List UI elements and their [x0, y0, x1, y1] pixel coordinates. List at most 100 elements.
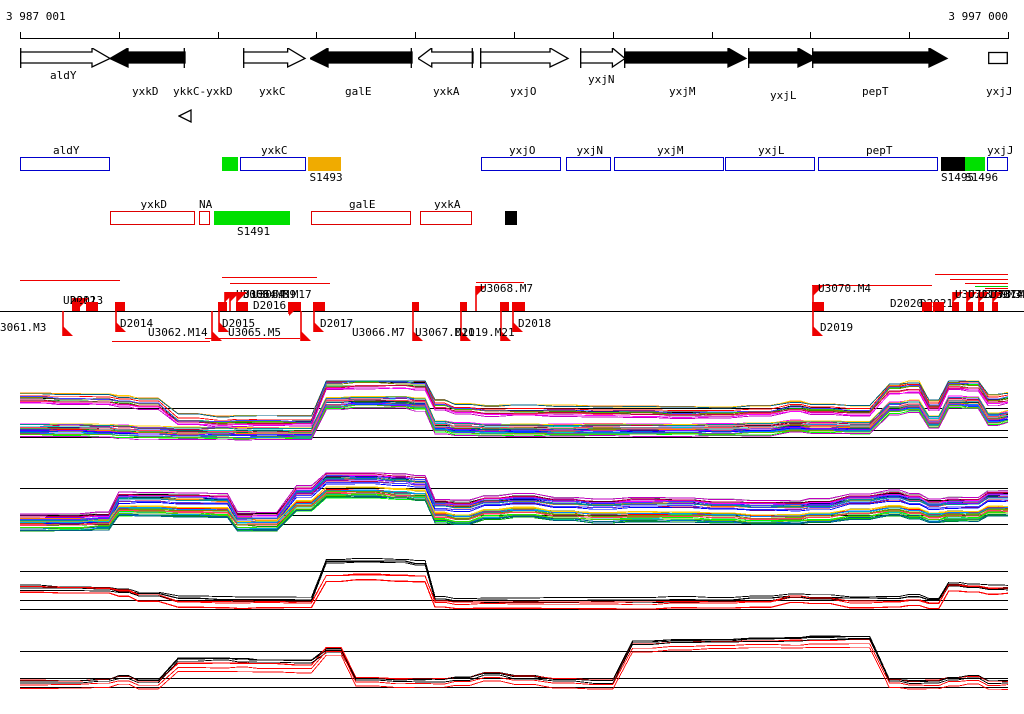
transcript-down-flag[interactable] [218, 311, 232, 338]
gene-arrow-aldy[interactable] [20, 48, 112, 70]
annotation-span-bar [985, 288, 1008, 289]
feature-box-s1495[interactable] [941, 157, 965, 171]
feature-label: yxkA [434, 198, 461, 211]
gene-arrow-label: yxjL [770, 89, 797, 102]
feature-label: yxkC [261, 144, 288, 157]
feature-box-pept[interactable] [818, 157, 938, 171]
transcript-down-flag[interactable] [211, 311, 225, 347]
annotation-block [72, 302, 80, 311]
annotation-span-bar [112, 341, 210, 342]
gene-arrow-yxjm[interactable] [624, 48, 748, 70]
transcript-down-label: D2018 [518, 317, 552, 330]
feature-box-yxkc[interactable] [240, 157, 306, 171]
transcript-down-flag[interactable] [115, 311, 129, 338]
transcript-down-flag[interactable] [313, 311, 327, 338]
feature-label: pepT [866, 144, 893, 157]
transcript-up-label: D2013 [70, 294, 104, 307]
feature-box-block[interactable] [222, 157, 238, 171]
annotation-block [933, 302, 944, 311]
gene-arrow-label: yxjO [510, 85, 537, 98]
feature-label: NA [199, 198, 213, 211]
ruler-tick [218, 32, 219, 39]
feature-box-yxjo[interactable] [481, 157, 561, 171]
feature-label: S1496 [965, 171, 999, 184]
gene-arrow-label: galE [345, 85, 372, 98]
annotation-span-bar [812, 285, 932, 286]
annotation-block [952, 302, 959, 311]
transcript-down-flag[interactable] [812, 311, 826, 342]
feature-label: S1493 [309, 171, 343, 184]
feature-label: yxjN [576, 144, 604, 157]
annotation-block [922, 302, 932, 311]
feature-box-yxjl[interactable] [725, 157, 815, 171]
transcript-up-flag[interactable] [475, 284, 489, 317]
ruler-tick [316, 32, 317, 39]
operon-arrow-track[interactable]: aldY yxkD ykkC-yxkD yxkC galE yxkA yxjO yxjN yxj… [0, 48, 1024, 128]
feature-label: aldY [53, 144, 80, 157]
feature-box-yxka[interactable] [420, 211, 472, 225]
transcript-down-flag[interactable] [300, 311, 314, 347]
feature-box-aldy[interactable] [20, 157, 110, 171]
ruler-tick [810, 32, 811, 39]
annotation-span-bar [950, 279, 1008, 280]
feature-box-s1493[interactable] [308, 157, 341, 171]
transcript-down-flag[interactable] [500, 311, 514, 347]
ruler-tick [909, 32, 910, 39]
feature-box-yxjn[interactable] [566, 157, 611, 171]
feature-label: galE [349, 198, 376, 211]
gene-arrow-label: yxjM [669, 85, 696, 98]
annotation-block [512, 302, 525, 311]
feature-box-s1491[interactable] [214, 211, 290, 225]
gene-arrow-yxjj[interactable] [988, 48, 1010, 70]
transcript-boundary-track[interactable]: U2012D2013U3063.M8U3064.M9U3064.M17D2016… [0, 265, 1024, 350]
transcript-down-flag[interactable] [512, 311, 526, 338]
gene-arrow-pept[interactable] [812, 48, 949, 70]
transcript-down-flag[interactable] [412, 311, 426, 347]
feature-box-yxkd[interactable] [110, 211, 195, 225]
transcript-up-label: U3073.M11 [978, 288, 1024, 301]
gene-arrow-yxka[interactable] [418, 48, 475, 70]
ruler-tick [1008, 32, 1009, 39]
coord-left: 3 987 001 [6, 10, 66, 23]
transcript-up-label: U3063.M8 [236, 288, 289, 301]
annotation-block [966, 302, 973, 311]
feature-box-yxjj[interactable] [987, 157, 1008, 171]
transcript-down-label: 3061.M3 [0, 321, 47, 334]
transcript-down-label: D2014 [120, 317, 154, 330]
transcript-up-label: U3074.M6 [990, 288, 1024, 301]
annotation-span-bar [205, 338, 300, 339]
gene-arrow-yxkc[interactable] [243, 48, 307, 70]
transcript-down-flag[interactable] [460, 311, 474, 347]
feature-box-gale[interactable] [311, 211, 411, 225]
gene-arrow-gale[interactable] [310, 48, 414, 70]
annotation-span-bar [476, 282, 524, 283]
transcript-up-label: U3064.M9 [243, 288, 296, 301]
expression-panel-multi-1[interactable] [20, 380, 1008, 472]
ruler-tick [712, 32, 713, 39]
annotation-block [218, 302, 227, 311]
feature-box-na[interactable] [199, 211, 210, 225]
annotation-block [978, 302, 984, 311]
gene-arrow-label: yxkA [433, 85, 460, 98]
annotation-block [288, 302, 301, 311]
gene-arrow-ykkc-yxkd[interactable] [178, 108, 194, 130]
feature-box-s1496[interactable] [965, 157, 985, 171]
feature-box-yxjm[interactable] [614, 157, 724, 171]
gene-arrow-yxjn[interactable] [580, 48, 627, 70]
gene-arrow-yxjl[interactable] [748, 48, 818, 70]
gene-arrow-label: pepT [862, 85, 889, 98]
reverse-strand-feature-track[interactable]: yxkD NA S1491 galE yxkA [0, 195, 1024, 237]
expression-panel-multi-2[interactable] [20, 472, 1008, 554]
gene-arrow-yxkd[interactable] [110, 48, 187, 70]
forward-strand-feature-track[interactable]: aldY yxkC S1493 yxjO yxjN yxjM yxjL pepT S1495 S1… [0, 145, 1024, 185]
ruler-tick [514, 32, 515, 39]
transcript-up-label: U3064.M17 [252, 288, 312, 301]
gene-arrow-yxjo[interactable] [480, 48, 570, 70]
expression-panel-duo-3[interactable] [20, 556, 1008, 632]
feature-label: yxjL [758, 144, 785, 157]
feature-box-block[interactable] [505, 211, 517, 225]
transcript-down-flag[interactable] [62, 311, 76, 342]
transcript-down-label: D2017 [320, 317, 354, 330]
transcript-down-label: U3062.M14 [148, 326, 208, 339]
expression-panel-duo-4[interactable] [20, 634, 1008, 712]
